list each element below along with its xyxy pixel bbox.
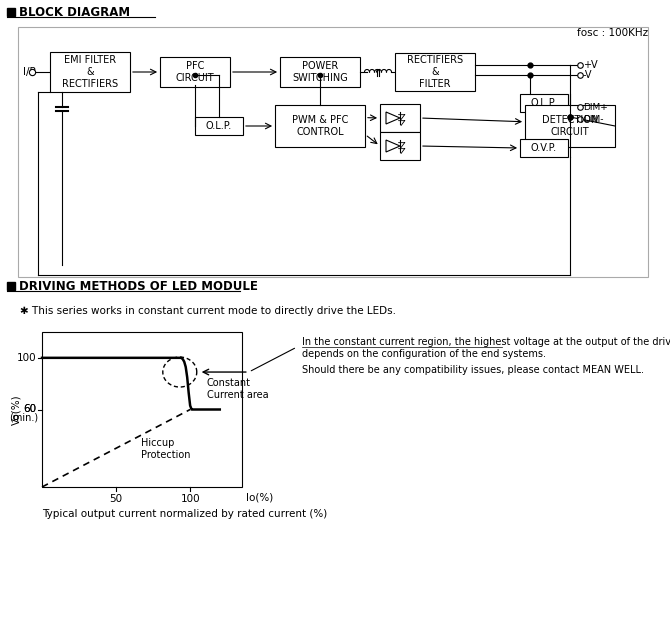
Text: Hiccup
Protection: Hiccup Protection <box>141 438 191 460</box>
Bar <box>7 8 15 16</box>
Bar <box>42 332 242 487</box>
Text: DRIVING METHODS OF LED MODULE: DRIVING METHODS OF LED MODULE <box>19 280 258 292</box>
Text: PWM & PFC
CONTROL: PWM & PFC CONTROL <box>292 115 348 137</box>
Text: PFC
CIRCUIT: PFC CIRCUIT <box>176 61 214 83</box>
Text: Should there be any compatibility issues, please contact MEAN WELL.: Should there be any compatibility issues… <box>302 365 644 375</box>
Text: depends on the configuration of the end systems.: depends on the configuration of the end … <box>302 349 546 359</box>
Bar <box>380 104 420 132</box>
Text: ✱ This series works in constant current mode to directly drive the LEDs.: ✱ This series works in constant current … <box>20 306 396 316</box>
Bar <box>275 105 365 147</box>
Bar <box>18 27 648 277</box>
Bar <box>7 282 15 290</box>
Text: DETECTION
CIRCUIT: DETECTION CIRCUIT <box>542 115 598 137</box>
Bar <box>160 57 230 87</box>
Text: DIM-: DIM- <box>583 115 604 123</box>
Text: O.L.P.: O.L.P. <box>206 121 232 131</box>
Text: DIM+: DIM+ <box>583 102 608 112</box>
Bar <box>380 132 420 160</box>
Text: fosc : 100KHz: fosc : 100KHz <box>577 28 648 38</box>
Text: Constant
Current area: Constant Current area <box>207 378 269 400</box>
Bar <box>195 117 243 135</box>
Text: 100: 100 <box>180 494 200 504</box>
Text: I/P: I/P <box>23 67 36 77</box>
Text: 100: 100 <box>16 353 36 363</box>
Bar <box>520 94 568 112</box>
Text: 60: 60 <box>23 405 36 415</box>
Text: RECTIFIERS
&
FILTER: RECTIFIERS & FILTER <box>407 56 463 89</box>
Text: POWER
SWITCHING: POWER SWITCHING <box>292 61 348 83</box>
Text: (min.): (min.) <box>9 413 39 423</box>
Text: 60: 60 <box>23 405 36 415</box>
Text: O.L.P.: O.L.P. <box>531 98 557 108</box>
Text: Io(%): Io(%) <box>246 492 273 502</box>
Bar <box>50 52 130 92</box>
Text: In the constant current region, the highest voltage at the output of the driver: In the constant current region, the high… <box>302 337 670 347</box>
Text: Typical output current normalized by rated current (%): Typical output current normalized by rat… <box>42 509 327 519</box>
Text: 50: 50 <box>109 494 123 504</box>
Text: O.V.P.: O.V.P. <box>531 143 557 153</box>
Bar <box>520 139 568 157</box>
Text: -V: -V <box>583 70 592 80</box>
Text: BLOCK DIAGRAM: BLOCK DIAGRAM <box>19 6 130 19</box>
Text: +V: +V <box>583 60 598 70</box>
Bar <box>395 53 475 91</box>
Bar <box>525 105 615 147</box>
Bar <box>280 57 360 87</box>
Text: Vo(%): Vo(%) <box>11 394 21 425</box>
Text: EMI FILTER
&
RECTIFIERS: EMI FILTER & RECTIFIERS <box>62 56 118 89</box>
